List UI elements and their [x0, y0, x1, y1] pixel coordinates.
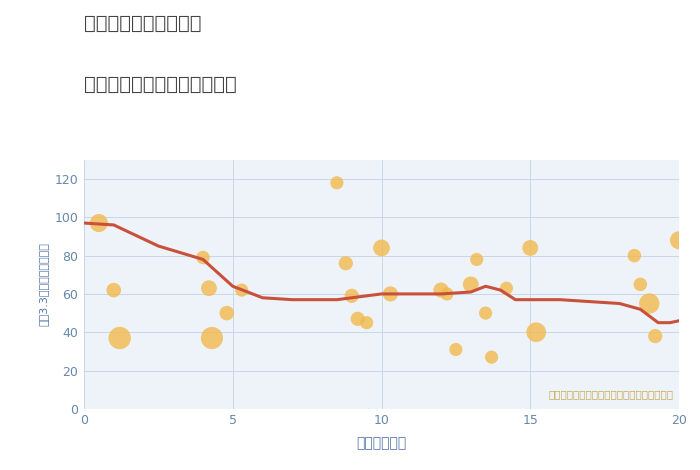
X-axis label: 駅距離（分）: 駅距離（分）	[356, 436, 407, 450]
Point	[352, 315, 363, 322]
Point	[435, 286, 447, 294]
Point	[331, 179, 342, 187]
Point	[501, 284, 512, 292]
Point	[471, 256, 482, 263]
Point	[236, 286, 247, 294]
Point	[525, 244, 536, 252]
Point	[197, 254, 209, 261]
Point	[629, 252, 640, 259]
Point	[531, 329, 542, 336]
Point	[221, 309, 232, 317]
Point	[203, 284, 214, 292]
Point	[673, 236, 685, 244]
Y-axis label: 坪（3.3㎡）単価（万円）: 坪（3.3㎡）単価（万円）	[39, 243, 49, 326]
Text: 岐阜県関市西境松町の: 岐阜県関市西境松町の	[84, 14, 202, 33]
Point	[465, 281, 476, 288]
Point	[635, 281, 646, 288]
Point	[650, 332, 661, 340]
Point	[376, 244, 387, 252]
Point	[93, 219, 104, 227]
Point	[361, 319, 372, 327]
Point	[114, 334, 125, 342]
Point	[480, 309, 491, 317]
Point	[206, 334, 218, 342]
Point	[340, 259, 351, 267]
Point	[385, 290, 396, 298]
Point	[346, 292, 357, 299]
Text: 円の大きさは、取引のあった物件面積を示す: 円の大きさは、取引のあった物件面積を示す	[548, 389, 673, 399]
Point	[450, 346, 461, 353]
Text: 駅距離別中古マンション価格: 駅距離別中古マンション価格	[84, 75, 237, 94]
Point	[486, 353, 497, 361]
Point	[644, 300, 655, 307]
Point	[441, 290, 452, 298]
Point	[108, 286, 119, 294]
